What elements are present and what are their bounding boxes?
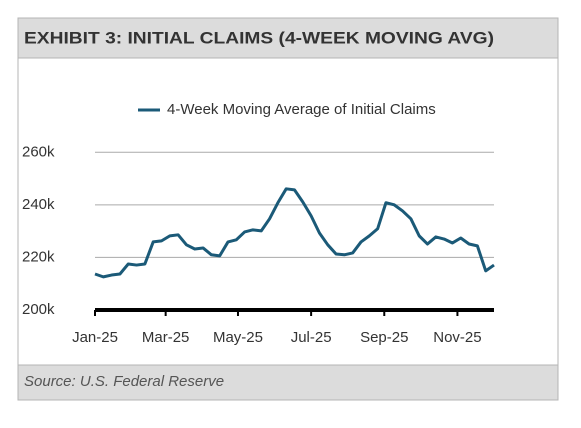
y-tick-label: 240k <box>22 196 55 213</box>
exhibit-title: EXHIBIT 3: INITIAL CLAIMS (4-WEEK MOVING… <box>24 28 494 47</box>
source-note: Source: U.S. Federal Reserve <box>24 373 224 390</box>
x-tick-label: Nov-25 <box>433 329 481 346</box>
header-band <box>17 17 559 59</box>
y-tick-label: 200k <box>22 301 55 318</box>
chart-area <box>17 57 559 366</box>
y-tick-label: 260k <box>22 143 55 160</box>
x-tick-label: Jul-25 <box>291 329 332 346</box>
footer-band <box>17 364 559 401</box>
x-tick-label: Jan-25 <box>72 329 118 346</box>
data-line <box>94 187 495 279</box>
x-tick-label: Sep-25 <box>360 329 408 346</box>
x-tick-label: May-25 <box>213 329 263 346</box>
y-tick-label: 220k <box>22 248 55 265</box>
x-tick-label: Mar-25 <box>142 329 190 346</box>
legend-label: 4-Week Moving Average of Initial Claims <box>167 101 436 118</box>
